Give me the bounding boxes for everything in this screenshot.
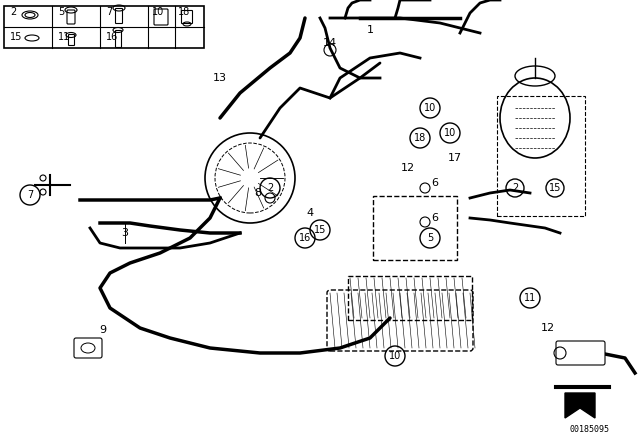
Text: 15: 15 bbox=[10, 32, 22, 42]
Text: 16: 16 bbox=[299, 233, 311, 243]
FancyBboxPatch shape bbox=[74, 338, 102, 358]
FancyBboxPatch shape bbox=[115, 9, 122, 23]
Text: 18: 18 bbox=[178, 7, 190, 17]
FancyBboxPatch shape bbox=[67, 10, 75, 24]
Text: 5: 5 bbox=[58, 7, 64, 17]
Text: 18: 18 bbox=[414, 133, 426, 143]
Text: 00185095: 00185095 bbox=[570, 425, 610, 434]
Text: 11: 11 bbox=[524, 293, 536, 303]
Text: 6: 6 bbox=[431, 213, 438, 223]
FancyBboxPatch shape bbox=[68, 34, 74, 46]
Text: 3: 3 bbox=[122, 228, 129, 238]
Text: 4: 4 bbox=[307, 208, 314, 218]
Text: 10: 10 bbox=[424, 103, 436, 113]
Text: 14: 14 bbox=[323, 38, 337, 48]
Text: 12: 12 bbox=[401, 163, 415, 173]
Text: 7: 7 bbox=[27, 190, 33, 200]
FancyBboxPatch shape bbox=[182, 10, 193, 23]
FancyBboxPatch shape bbox=[154, 9, 168, 25]
FancyBboxPatch shape bbox=[4, 6, 204, 48]
Text: 2: 2 bbox=[267, 183, 273, 193]
Text: 15: 15 bbox=[549, 183, 561, 193]
Text: 8: 8 bbox=[255, 188, 262, 198]
Text: 5: 5 bbox=[427, 233, 433, 243]
Text: 16: 16 bbox=[106, 32, 118, 42]
Text: 6: 6 bbox=[431, 178, 438, 188]
Text: 10: 10 bbox=[389, 351, 401, 361]
Text: 10: 10 bbox=[152, 7, 164, 17]
Text: 2: 2 bbox=[10, 7, 16, 17]
FancyBboxPatch shape bbox=[115, 30, 122, 47]
Text: 13: 13 bbox=[213, 73, 227, 83]
Text: 2: 2 bbox=[512, 183, 518, 193]
Text: 11: 11 bbox=[58, 32, 70, 42]
Text: 15: 15 bbox=[314, 225, 326, 235]
Text: 1: 1 bbox=[367, 25, 374, 35]
Text: 17: 17 bbox=[448, 153, 462, 163]
Text: 12: 12 bbox=[541, 323, 555, 333]
Polygon shape bbox=[565, 393, 595, 418]
Text: 7: 7 bbox=[106, 7, 112, 17]
Text: 9: 9 bbox=[99, 325, 107, 335]
FancyBboxPatch shape bbox=[556, 341, 605, 365]
Text: 10: 10 bbox=[444, 128, 456, 138]
